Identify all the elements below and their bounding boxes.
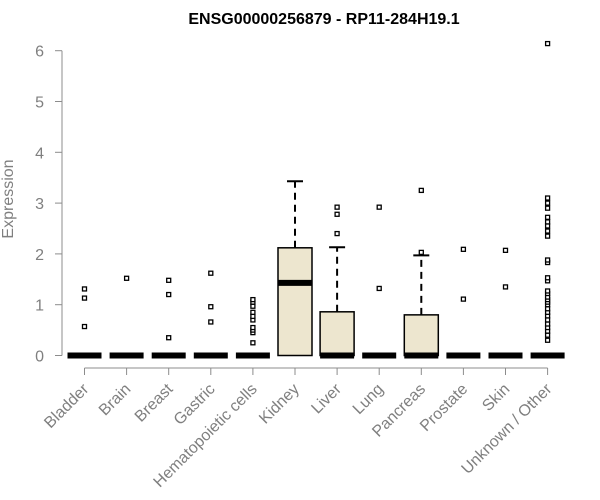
outlier-point: [502, 284, 509, 290]
outlier-point: [123, 275, 130, 281]
outlier-point: [544, 257, 551, 263]
outlier-point: [250, 303, 256, 309]
box-group: [362, 204, 397, 359]
outlier-point: [544, 195, 551, 201]
outlier-point: [166, 291, 172, 298]
outlier-point: [250, 296, 256, 303]
y-tick-label: 2: [35, 247, 44, 264]
y-tick-label: 1: [35, 298, 44, 315]
x-tick-label: Liver: [308, 380, 345, 417]
outlier-point: [208, 270, 214, 276]
outlier-point: [544, 228, 551, 234]
box-body: [277, 247, 313, 357]
x-tick-label: Breast: [132, 380, 177, 425]
y-tick-label: 0: [35, 349, 44, 366]
outlier-point: [544, 321, 551, 327]
y-tick-label: 5: [35, 95, 44, 112]
outlier-point: [81, 295, 88, 301]
box-group: [319, 204, 355, 359]
outlier-point: [544, 219, 551, 225]
outlier-point: [544, 337, 551, 343]
outlier-point: [250, 313, 256, 320]
box-body: [403, 314, 440, 357]
outlier-point: [334, 230, 340, 237]
outlier-point: [418, 187, 424, 194]
y-axis-label: Expression: [0, 159, 17, 238]
box-group: [235, 296, 270, 359]
outlier-point: [544, 288, 551, 294]
x-tick-label: Prostate: [417, 381, 471, 435]
box-group: [151, 277, 186, 359]
box-group: [67, 286, 102, 359]
outlier-point: [208, 319, 214, 325]
x-tick-label: Brain: [96, 381, 134, 419]
outlier-point: [544, 275, 551, 281]
outlier-point: [544, 223, 551, 229]
outlier-point: [334, 211, 340, 217]
outlier-point: [544, 306, 551, 312]
outlier-point: [502, 247, 509, 253]
y-tick-label: 3: [35, 196, 44, 213]
x-tick-label: Skin: [479, 381, 513, 415]
box-group: [530, 40, 565, 359]
outlier-point: [250, 340, 256, 346]
box-body: [319, 311, 355, 357]
outlier-point: [334, 204, 340, 210]
x-tick-label: Kidney: [256, 381, 303, 428]
outlier-point: [544, 40, 551, 47]
outlier-point: [544, 233, 551, 239]
outlier-point: [81, 286, 88, 292]
box-group: [109, 275, 144, 359]
outlier-point: [544, 214, 551, 220]
outlier-point: [418, 249, 424, 256]
outlier-point: [544, 200, 551, 206]
y-tick-label: 6: [35, 44, 44, 61]
x-tick-label: Bladder: [41, 380, 92, 431]
outlier-point: [376, 204, 382, 210]
outlier-point: [544, 317, 551, 323]
outlier-point: [460, 296, 467, 302]
box-group: [193, 270, 228, 359]
outlier-point: [544, 205, 551, 211]
outlier-point: [544, 332, 551, 338]
chart-title: ENSG00000256879 - RP11-284H19.1: [188, 11, 459, 28]
box-group: [446, 246, 481, 359]
box-group: [403, 187, 440, 359]
y-axis: 0 1 2 3 4 5 6: [35, 44, 63, 366]
y-tick-label: 4: [35, 145, 44, 162]
outlier-point: [460, 246, 467, 252]
box-series: [67, 40, 565, 359]
outlier-point: [208, 304, 214, 310]
outlier-point: [81, 323, 88, 330]
outlier-point: [250, 324, 256, 331]
outlier-point: [376, 285, 382, 292]
outlier-point: [166, 335, 172, 341]
box-group: [488, 247, 523, 359]
x-tick-label: Lung: [350, 381, 387, 418]
box-group: [277, 180, 313, 357]
outlier-point: [166, 277, 172, 283]
outlier-point: [250, 309, 256, 315]
